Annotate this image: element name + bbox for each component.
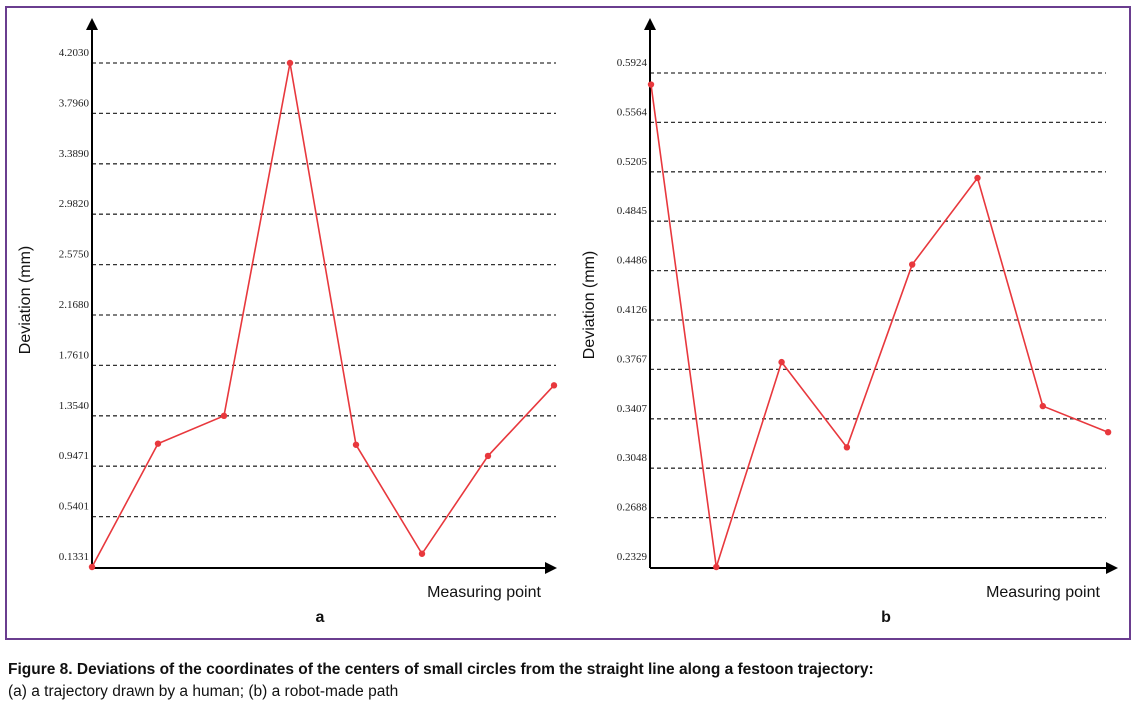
panel-a-y-tick-label: 1.7610 [59, 349, 90, 361]
panel-b-data-point [1039, 402, 1047, 410]
panel-b-y-tick-label: 0.4486 [617, 255, 648, 267]
panel-b-data-point [909, 261, 916, 268]
panel-b-data-point [843, 444, 851, 451]
panel-b-data-point [713, 563, 720, 571]
panel-a-y-tick-label: 2.9820 [59, 198, 90, 210]
panel-a-y-tick-label: 0.5401 [59, 501, 89, 513]
panel-a-y-axis-label: Deviation (mm) [17, 246, 34, 354]
panel-b-x-axis-label: Measuring point [986, 584, 1100, 601]
panel-a-panel-label: a [316, 609, 325, 626]
panel-a-y-axis-arrow [86, 18, 98, 30]
panel-b-y-tick-label: 0.4845 [617, 205, 648, 217]
panel-b-y-tick-label: 0.5564 [617, 106, 648, 118]
caption-description: (a) a trajectory drawn by a human; (b) a… [8, 683, 399, 700]
panel-b-data-point [974, 174, 981, 182]
panel-a-data-point [352, 441, 360, 448]
panel-b-y-axis-label: Deviation (mm) [581, 251, 598, 359]
figure-frame [5, 6, 1131, 640]
caption-title: Figure 8. Deviations of the coordinates … [8, 661, 874, 678]
panel-a-data-point [484, 452, 492, 460]
panel-b-y-tick-label: 0.2688 [617, 502, 648, 514]
figure-charts: 0.1331 0.5401 0.9471 1.3540 1.7610 2.1680 2.57… [17, 18, 1118, 626]
panel-a-y-tick-label: 0.9471 [59, 450, 89, 462]
panel-b-data-point [647, 81, 655, 88]
panel-a-data-point [88, 563, 96, 571]
panel-a-y-tick-label: 4.2030 [59, 47, 90, 59]
panel-a-data-point [154, 440, 162, 447]
panel-b-data-point [778, 358, 785, 366]
panel-b-series-line [650, 84, 1109, 568]
panel-a-series-line [91, 62, 555, 568]
panel-a-y-tick-label: 3.7960 [59, 97, 90, 109]
panel-a-y-tick-label: 3.3890 [59, 148, 90, 160]
panel-b-y-axis-arrow [644, 18, 656, 30]
panel-a-y-tick-label: 0.1331 [59, 551, 89, 563]
panel-a-y-tick-label: 2.5750 [59, 249, 90, 261]
panel-a-y-tick-label: 1.3540 [59, 400, 90, 412]
panel-b-y-tick-label: 0.4126 [617, 304, 648, 316]
panel-a-x-axis-arrow [545, 562, 557, 574]
panel-a-data-point [550, 382, 558, 389]
panel-a-y-tick-label: 2.1680 [59, 299, 90, 311]
panel-a-data-point [220, 412, 228, 420]
panel-b-x-axis-arrow [1106, 562, 1118, 574]
panel-b-y-tick-label: 0.3048 [617, 452, 648, 464]
panel-b-panel-label: b [881, 609, 891, 626]
panel-a-x-axis-label: Measuring point [427, 584, 541, 601]
panel-b-y-tick-label: 0.5924 [617, 57, 648, 69]
panel-b-y-tick-label: 0.3767 [617, 353, 648, 365]
panel-b-y-tick-label: 0.3407 [617, 403, 648, 415]
panel-a-data-point [286, 59, 294, 67]
panel-b-y-tick-label: 0.5205 [617, 156, 648, 168]
panel-a-data-point [418, 550, 426, 557]
panel-b-y-tick-label: 0.2329 [617, 551, 648, 563]
panel-b-data-point [1104, 428, 1112, 436]
